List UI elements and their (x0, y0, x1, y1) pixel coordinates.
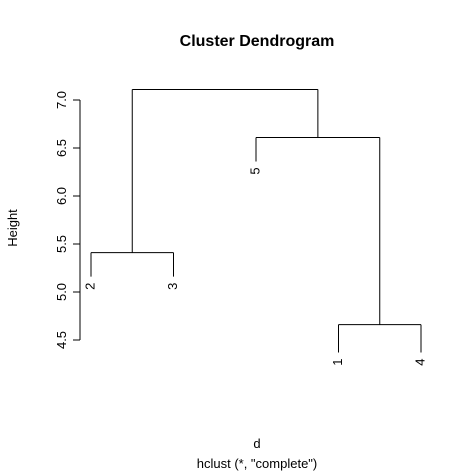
y-tick-label: 7.0 (54, 91, 69, 109)
y-tick-label: 5.0 (54, 283, 69, 301)
chart-title: Cluster Dendrogram (180, 33, 335, 50)
y-tick-label: 6.0 (54, 187, 69, 205)
y-axis-label: Height (5, 209, 20, 247)
y-tick-label: 4.5 (54, 331, 69, 349)
y-tick-label: 6.5 (54, 139, 69, 157)
dendrogram-branches (90, 88, 422, 353)
leaf-label: 2 (82, 283, 97, 290)
leaf-labels: 2 3 5 1 4 (82, 167, 427, 365)
method-sublabel: hclust (*, "complete") (197, 456, 318, 471)
leaf-label: 1 (330, 358, 345, 365)
y-axis: 4.5 5.0 5.5 6.0 6.5 7.0 (54, 91, 81, 349)
y-tick-label: 5.5 (54, 235, 69, 253)
x-axis-label: d (253, 436, 260, 451)
leaf-label: 4 (412, 358, 427, 365)
leaf-label: 3 (165, 283, 180, 290)
leaf-label: 5 (247, 167, 262, 174)
